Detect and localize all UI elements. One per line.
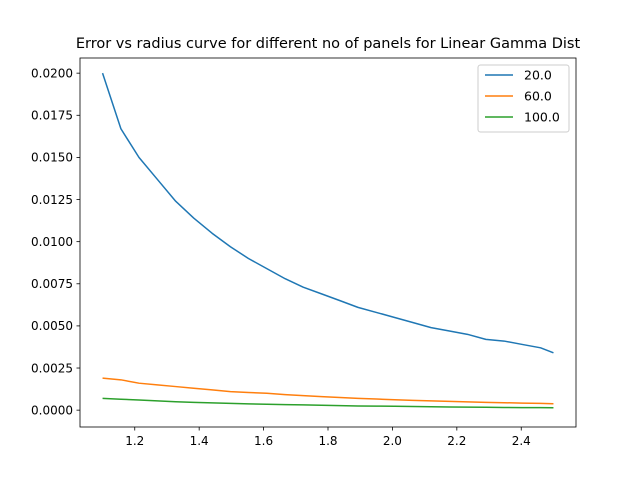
- y-tick-label: 0.0125: [31, 193, 73, 207]
- legend-label-2: 100.0: [524, 110, 560, 125]
- y-tick-label: 0.0000: [31, 403, 73, 417]
- x-tick-label: 2.2: [447, 434, 466, 448]
- legend-box: [477, 64, 570, 133]
- x-tick-label: 2.4: [512, 434, 531, 448]
- chart-title: Error vs radius curve for different no o…: [76, 36, 581, 52]
- legend-label-0: 20.0: [524, 68, 552, 83]
- series-line-0: [101, 72, 554, 354]
- y-tick-label: 0.0025: [31, 361, 73, 375]
- x-tick-label: 1.4: [190, 434, 209, 448]
- series-line-2: [102, 397, 554, 409]
- legend: 20.0 60.0 100.0: [477, 64, 570, 133]
- y-tick-label: 0.0050: [31, 319, 73, 333]
- plot-area: 1.2 1.4 1.6 1.8 2.0 2.2 2.4 0.0000 0.0025 0.0050 0…: [31, 57, 577, 448]
- x-tick-label: 2.0: [383, 434, 402, 448]
- y-tick-label: 0.0100: [31, 235, 73, 249]
- x-tick-label: 1.6: [254, 434, 273, 448]
- y-tick-label: 0.0200: [31, 66, 73, 80]
- series-line-1: [102, 377, 554, 405]
- x-tick-label: 1.2: [125, 434, 144, 448]
- legend-label-1: 60.0: [524, 89, 552, 104]
- y-tick-label: 0.0075: [31, 277, 73, 291]
- y-tick-label: 0.0175: [31, 109, 73, 123]
- y-tick-label: 0.0150: [31, 151, 73, 165]
- x-tick-label: 1.8: [318, 434, 337, 448]
